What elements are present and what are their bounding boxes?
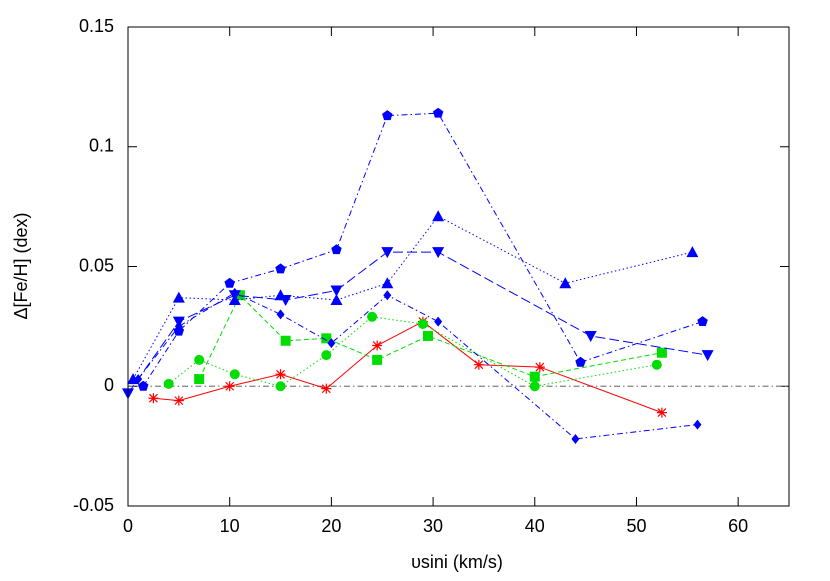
series-line [127,251,708,394]
x-tick-label: 20 [321,516,341,536]
x-tick-label: 0 [123,516,133,536]
marker [276,309,285,320]
y-axis-label: Δ[Fe/H] (dex) [11,212,31,319]
y-tick-label: 0.05 [79,255,114,275]
series-line [142,112,703,387]
marker [148,393,159,404]
marker [382,110,393,121]
marker [434,316,443,327]
marker [534,362,545,373]
marker [134,374,143,385]
x-tick-label: 10 [220,516,240,536]
marker [275,263,286,274]
marker [163,378,174,389]
marker [422,330,433,341]
marker [275,381,286,392]
marker [172,291,185,303]
marker [330,294,343,306]
marker [584,330,597,342]
y-tick-label: 0 [104,375,114,395]
marker [381,277,394,289]
marker [331,244,342,255]
marker [571,433,580,444]
series-line [137,292,698,440]
marker [321,383,332,394]
series-line [132,215,693,380]
marker [229,369,240,380]
marker [367,311,378,322]
marker [280,335,291,346]
marker [173,395,184,406]
marker [224,277,235,288]
marker [275,369,286,380]
plot-frame [127,26,790,507]
marker [432,107,444,118]
marker [473,359,484,370]
marker [279,295,292,307]
marker [321,350,332,361]
marker [693,419,702,430]
marker [656,407,667,418]
x-tick-label: 40 [525,516,545,536]
x-tick-label: 50 [626,516,646,536]
x-axis-label: υsini (km/s) [411,552,503,572]
marker [701,350,714,362]
marker [194,374,205,385]
marker [138,380,149,391]
marker [656,347,667,358]
marker [697,316,708,327]
marker [372,354,383,365]
marker [330,285,343,297]
marker [230,287,239,298]
marker [224,381,235,392]
marker [174,321,183,332]
marker [651,359,662,370]
series-line [198,294,662,380]
y-tick-label: -0.05 [73,495,114,515]
series-line [168,316,657,387]
y-tick-label: 0.15 [79,16,114,36]
marker [194,354,205,365]
x-tick-label: 30 [423,516,443,536]
y-tick-label: 0.1 [89,136,114,156]
marker [383,290,392,301]
marker [686,246,699,258]
marker [417,318,428,329]
marker [327,338,336,349]
marker [559,277,572,289]
marker [372,340,383,351]
marker [432,210,445,222]
marker [529,371,540,382]
marker [432,247,445,259]
series-line [153,320,663,414]
marker [575,356,586,367]
marker [381,247,394,259]
marker [321,333,332,344]
x-tick-label: 60 [728,516,748,536]
marker [529,381,540,392]
